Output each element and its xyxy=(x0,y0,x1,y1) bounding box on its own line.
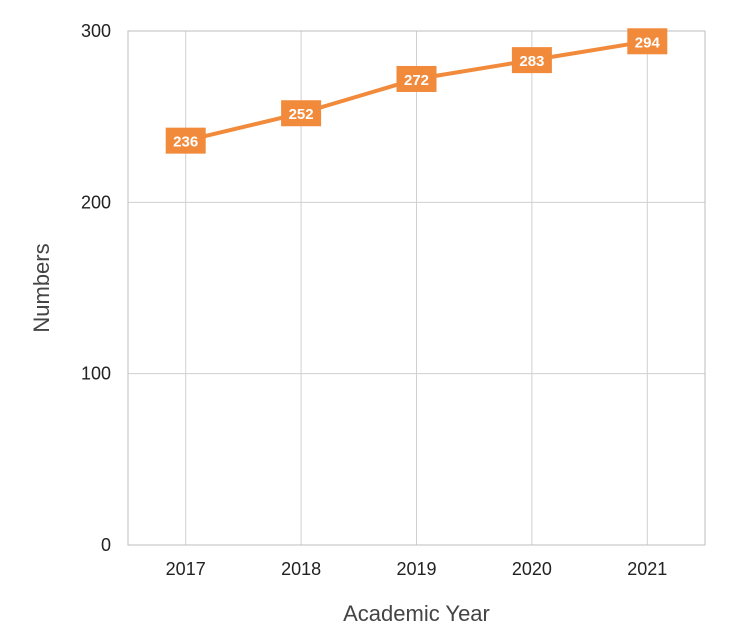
gridlines xyxy=(128,30,705,546)
x-axis-ticks: 2017 2018 2019 2020 2021 xyxy=(166,559,668,579)
data-point-marker xyxy=(165,127,206,154)
y-tick-label: 300 xyxy=(81,21,111,41)
y-axis-ticks: 0 100 200 300 xyxy=(81,21,111,555)
x-tick-label: 2021 xyxy=(627,559,667,579)
data-label: 283 xyxy=(519,53,544,70)
data-point-marker xyxy=(511,47,552,74)
x-tick-label: 2018 xyxy=(281,559,321,579)
y-tick-label: 0 xyxy=(101,535,111,555)
x-tick-label: 2017 xyxy=(166,559,206,579)
data-label: 252 xyxy=(289,106,314,123)
data-label: 236 xyxy=(173,134,198,151)
x-tick-label: 2019 xyxy=(396,559,436,579)
data-label: 272 xyxy=(404,72,429,89)
data-point-marker xyxy=(396,65,437,92)
data-label: 294 xyxy=(635,34,661,51)
y-axis-title: Numbers xyxy=(29,243,54,332)
y-tick-label: 200 xyxy=(81,192,111,212)
data-labels: 236 252 272 283 294 xyxy=(165,28,668,154)
y-tick-label: 100 xyxy=(81,364,111,384)
data-point-marker xyxy=(281,100,322,127)
x-axis-title: Academic Year xyxy=(343,601,490,626)
x-tick-label: 2020 xyxy=(512,559,552,579)
plot-area-frame xyxy=(127,30,706,546)
data-point-marker xyxy=(627,28,668,55)
